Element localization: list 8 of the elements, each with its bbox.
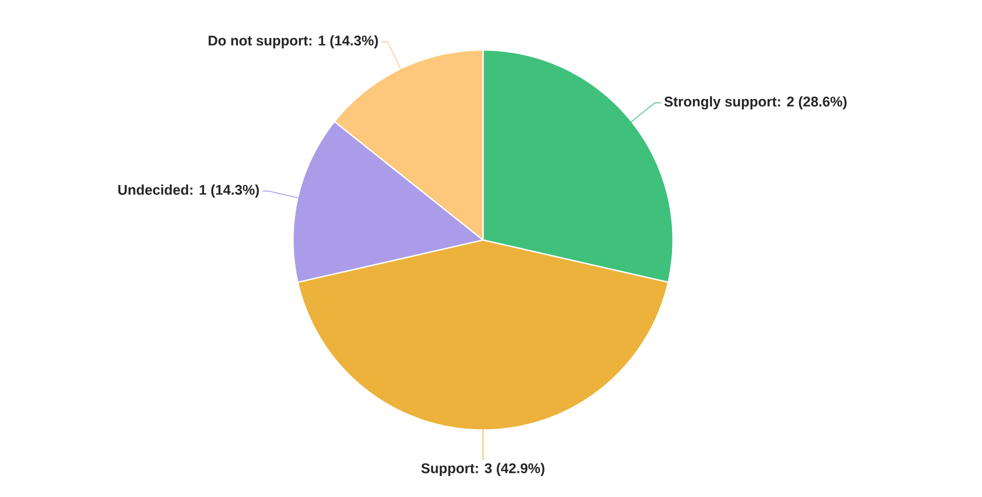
data-label: : 3 (42.9%) (476, 462, 544, 476)
slice-label: Undecided (118, 184, 188, 195)
slice-label: Strongly support (664, 96, 777, 110)
data-label: : 1 (14.3%) (309, 35, 378, 48)
data-label: : 2 (28.6%) (778, 96, 847, 110)
slice-label: Do not support (208, 36, 308, 48)
slice-label: Support (421, 463, 474, 476)
data-label: : 1 (14.3%) (190, 184, 259, 198)
